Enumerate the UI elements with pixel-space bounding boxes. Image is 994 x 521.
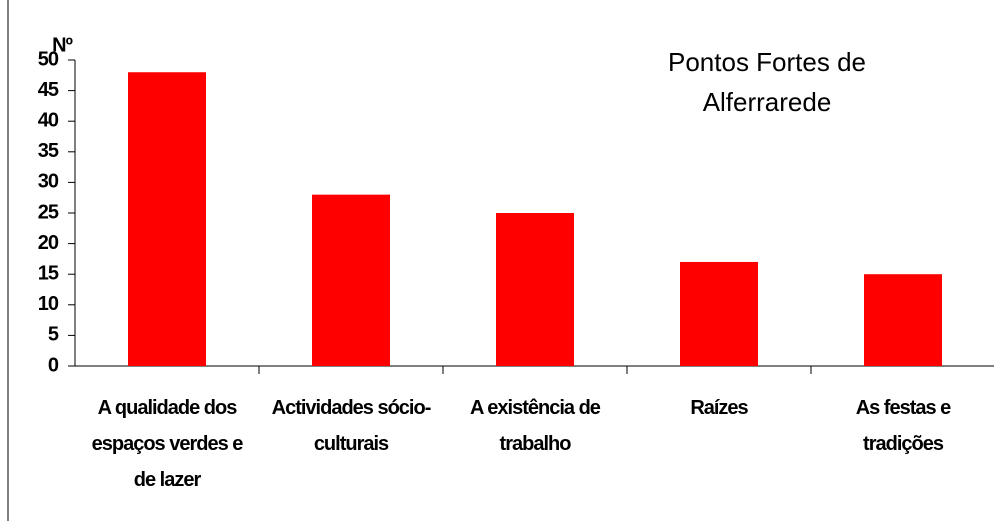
bar [864, 274, 942, 366]
y-tick-label: 5 [48, 324, 59, 346]
y-tick-label: 40 [38, 109, 59, 131]
x-tick-label: As festas e tradições [855, 397, 952, 455]
x-tick-label: Raízes [690, 397, 748, 419]
y-tick-label: 50 [38, 48, 59, 70]
y-tick-label: 10 [38, 293, 59, 315]
bar [680, 261, 758, 366]
y-tick-label: 20 [38, 232, 59, 254]
y-tick-label: 35 [38, 140, 59, 162]
y-axis-label: Nº [52, 34, 72, 56]
bar [496, 213, 574, 366]
y-tick-label: 15 [38, 262, 59, 284]
bar [312, 194, 390, 366]
x-tick-label: Actividades sócio-culturais [271, 397, 432, 455]
y-tick-label: 30 [38, 171, 59, 193]
y-tick-label: 25 [38, 201, 59, 223]
bar [128, 72, 206, 367]
y-tick-label: 0 [48, 354, 59, 376]
chart-title: Pontos Fortes de Alferrarede [668, 47, 866, 117]
x-tick-label: A existência de trabalho [470, 397, 601, 455]
y-tick-label: 45 [38, 79, 59, 101]
x-tick-label: A qualidade dos espaços verdes e de laze… [91, 397, 244, 491]
